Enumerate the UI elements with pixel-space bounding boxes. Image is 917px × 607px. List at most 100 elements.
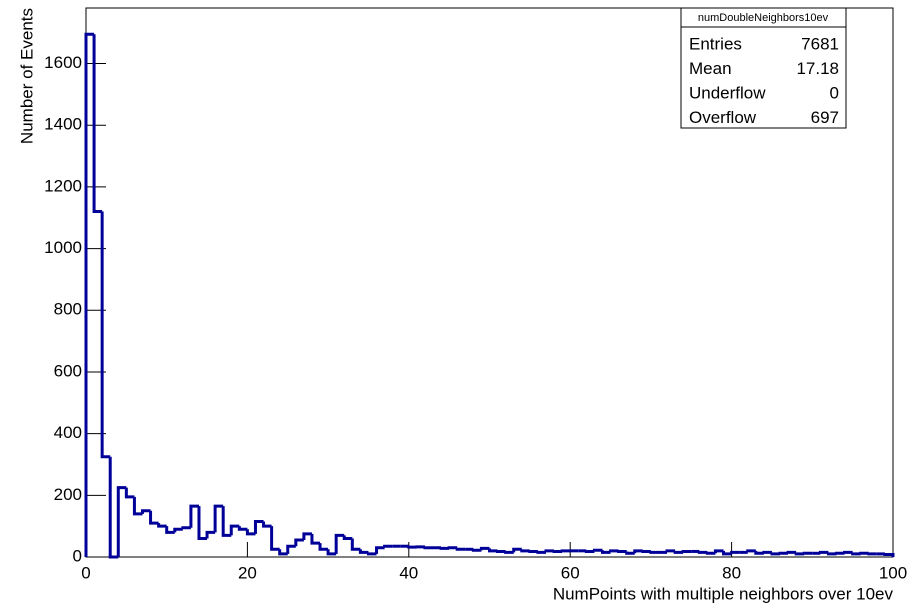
histogram-bin	[471, 548, 482, 552]
stats-value: 0	[830, 83, 839, 102]
x-tick-label: 0	[81, 563, 90, 582]
x-tick-label: 80	[722, 563, 741, 582]
histogram-bin	[302, 532, 312, 541]
histogram-bin	[665, 549, 676, 553]
stats-label: Overflow	[689, 108, 757, 127]
y-tick-label: 200	[54, 485, 82, 504]
histogram-bin	[843, 550, 853, 554]
histogram-bin	[826, 552, 837, 556]
histogram-bin	[633, 549, 643, 554]
histogram-bin	[197, 506, 208, 540]
histogram-bin	[383, 544, 393, 548]
histogram-bin	[762, 550, 772, 554]
histogram-bin	[851, 552, 861, 556]
histogram-bin	[592, 548, 603, 552]
histogram-bin	[310, 533, 321, 545]
histogram-bin	[253, 520, 264, 534]
histogram-bin	[366, 552, 377, 556]
y-tick-label: 0	[73, 546, 82, 565]
y-tick-label: 1200	[44, 176, 82, 195]
histogram-bin	[439, 546, 450, 550]
histogram-bin	[286, 544, 296, 554]
histogram-bin	[673, 550, 684, 554]
histogram-bin	[173, 527, 183, 533]
stats-box	[680, 7, 847, 129]
histogram-bin	[270, 526, 280, 551]
histogram-bin	[157, 523, 167, 528]
stats-title: numDoubleNeighbors10ev	[698, 12, 829, 24]
histogram-bin	[883, 553, 895, 557]
y-tick-label: 400	[54, 423, 82, 442]
histogram-bin	[407, 545, 417, 549]
y-tick-label: 800	[54, 300, 82, 319]
histogram-bin	[754, 550, 764, 555]
histogram-bin	[100, 211, 111, 459]
histogram-bin	[681, 549, 692, 553]
histogram-bin	[140, 509, 151, 514]
stats-label: Underflow	[689, 83, 766, 102]
histogram-bin	[116, 486, 127, 557]
histogram-bin	[318, 543, 329, 551]
histogram-bin	[641, 549, 651, 553]
x-tick-label: 20	[238, 563, 257, 582]
histogram-bin	[867, 552, 877, 556]
y-axis-title: Number of Events	[17, 8, 36, 144]
stats-value: 697	[811, 108, 839, 127]
histogram-bin	[504, 550, 514, 554]
stats-value: 7681	[801, 34, 839, 53]
histogram-bin	[149, 510, 159, 525]
histogram-bin	[245, 529, 256, 536]
histogram-bin	[770, 552, 781, 556]
histogram-bin	[552, 549, 563, 553]
histogram-bin	[124, 487, 135, 499]
histogram-bin	[479, 546, 490, 551]
histogram-bin	[818, 550, 829, 554]
y-tick-label: 1000	[44, 238, 82, 257]
histogram-bin	[358, 549, 369, 554]
histogram-bin	[528, 549, 538, 553]
histogram-bin	[786, 550, 797, 554]
stats-value: 17.18	[796, 59, 839, 78]
stats-label: Mean	[689, 59, 732, 78]
histogram-bin	[488, 548, 498, 553]
histogram-bin	[375, 546, 385, 554]
histogram-bin	[221, 506, 232, 537]
histogram-bin	[132, 496, 143, 516]
histogram-bin	[108, 456, 119, 559]
histogram-bin	[455, 547, 466, 551]
histogram-bin	[294, 538, 304, 547]
y-tick-label: 1400	[44, 115, 82, 134]
histogram-bin	[237, 526, 248, 531]
histogram-bin	[697, 550, 708, 554]
histogram-bin	[278, 549, 288, 556]
histogram-bin	[512, 547, 522, 553]
histogram-bin	[205, 530, 216, 539]
histogram-bin	[778, 551, 789, 555]
histogram-bin	[350, 538, 361, 551]
histogram-bin	[835, 551, 845, 555]
histogram-bin	[165, 526, 175, 534]
histogram-bin	[625, 551, 635, 555]
histogram-bin	[189, 504, 199, 528]
histogram-bin	[730, 550, 740, 554]
histogram-bin	[584, 549, 595, 553]
histogram-bin	[326, 549, 337, 556]
histogram-bin	[447, 546, 458, 550]
x-axis-title: NumPoints with multiple neighbors over 1…	[553, 584, 894, 603]
histogram-bin	[84, 32, 95, 557]
y-tick-label: 1600	[44, 53, 82, 72]
x-tick-label: 60	[561, 563, 580, 582]
histogram-bin	[423, 546, 434, 550]
x-tick-label: 40	[399, 563, 418, 582]
histogram-bin	[262, 521, 272, 528]
stats-label: Entries	[689, 34, 742, 53]
histogram-bin	[600, 550, 611, 554]
histogram-bin	[609, 549, 619, 553]
histogram-bin	[334, 533, 345, 554]
histogram-bin	[705, 551, 716, 555]
histogram-bin	[229, 524, 240, 536]
histogram-bin	[342, 535, 353, 540]
histogram-bin	[92, 34, 103, 214]
